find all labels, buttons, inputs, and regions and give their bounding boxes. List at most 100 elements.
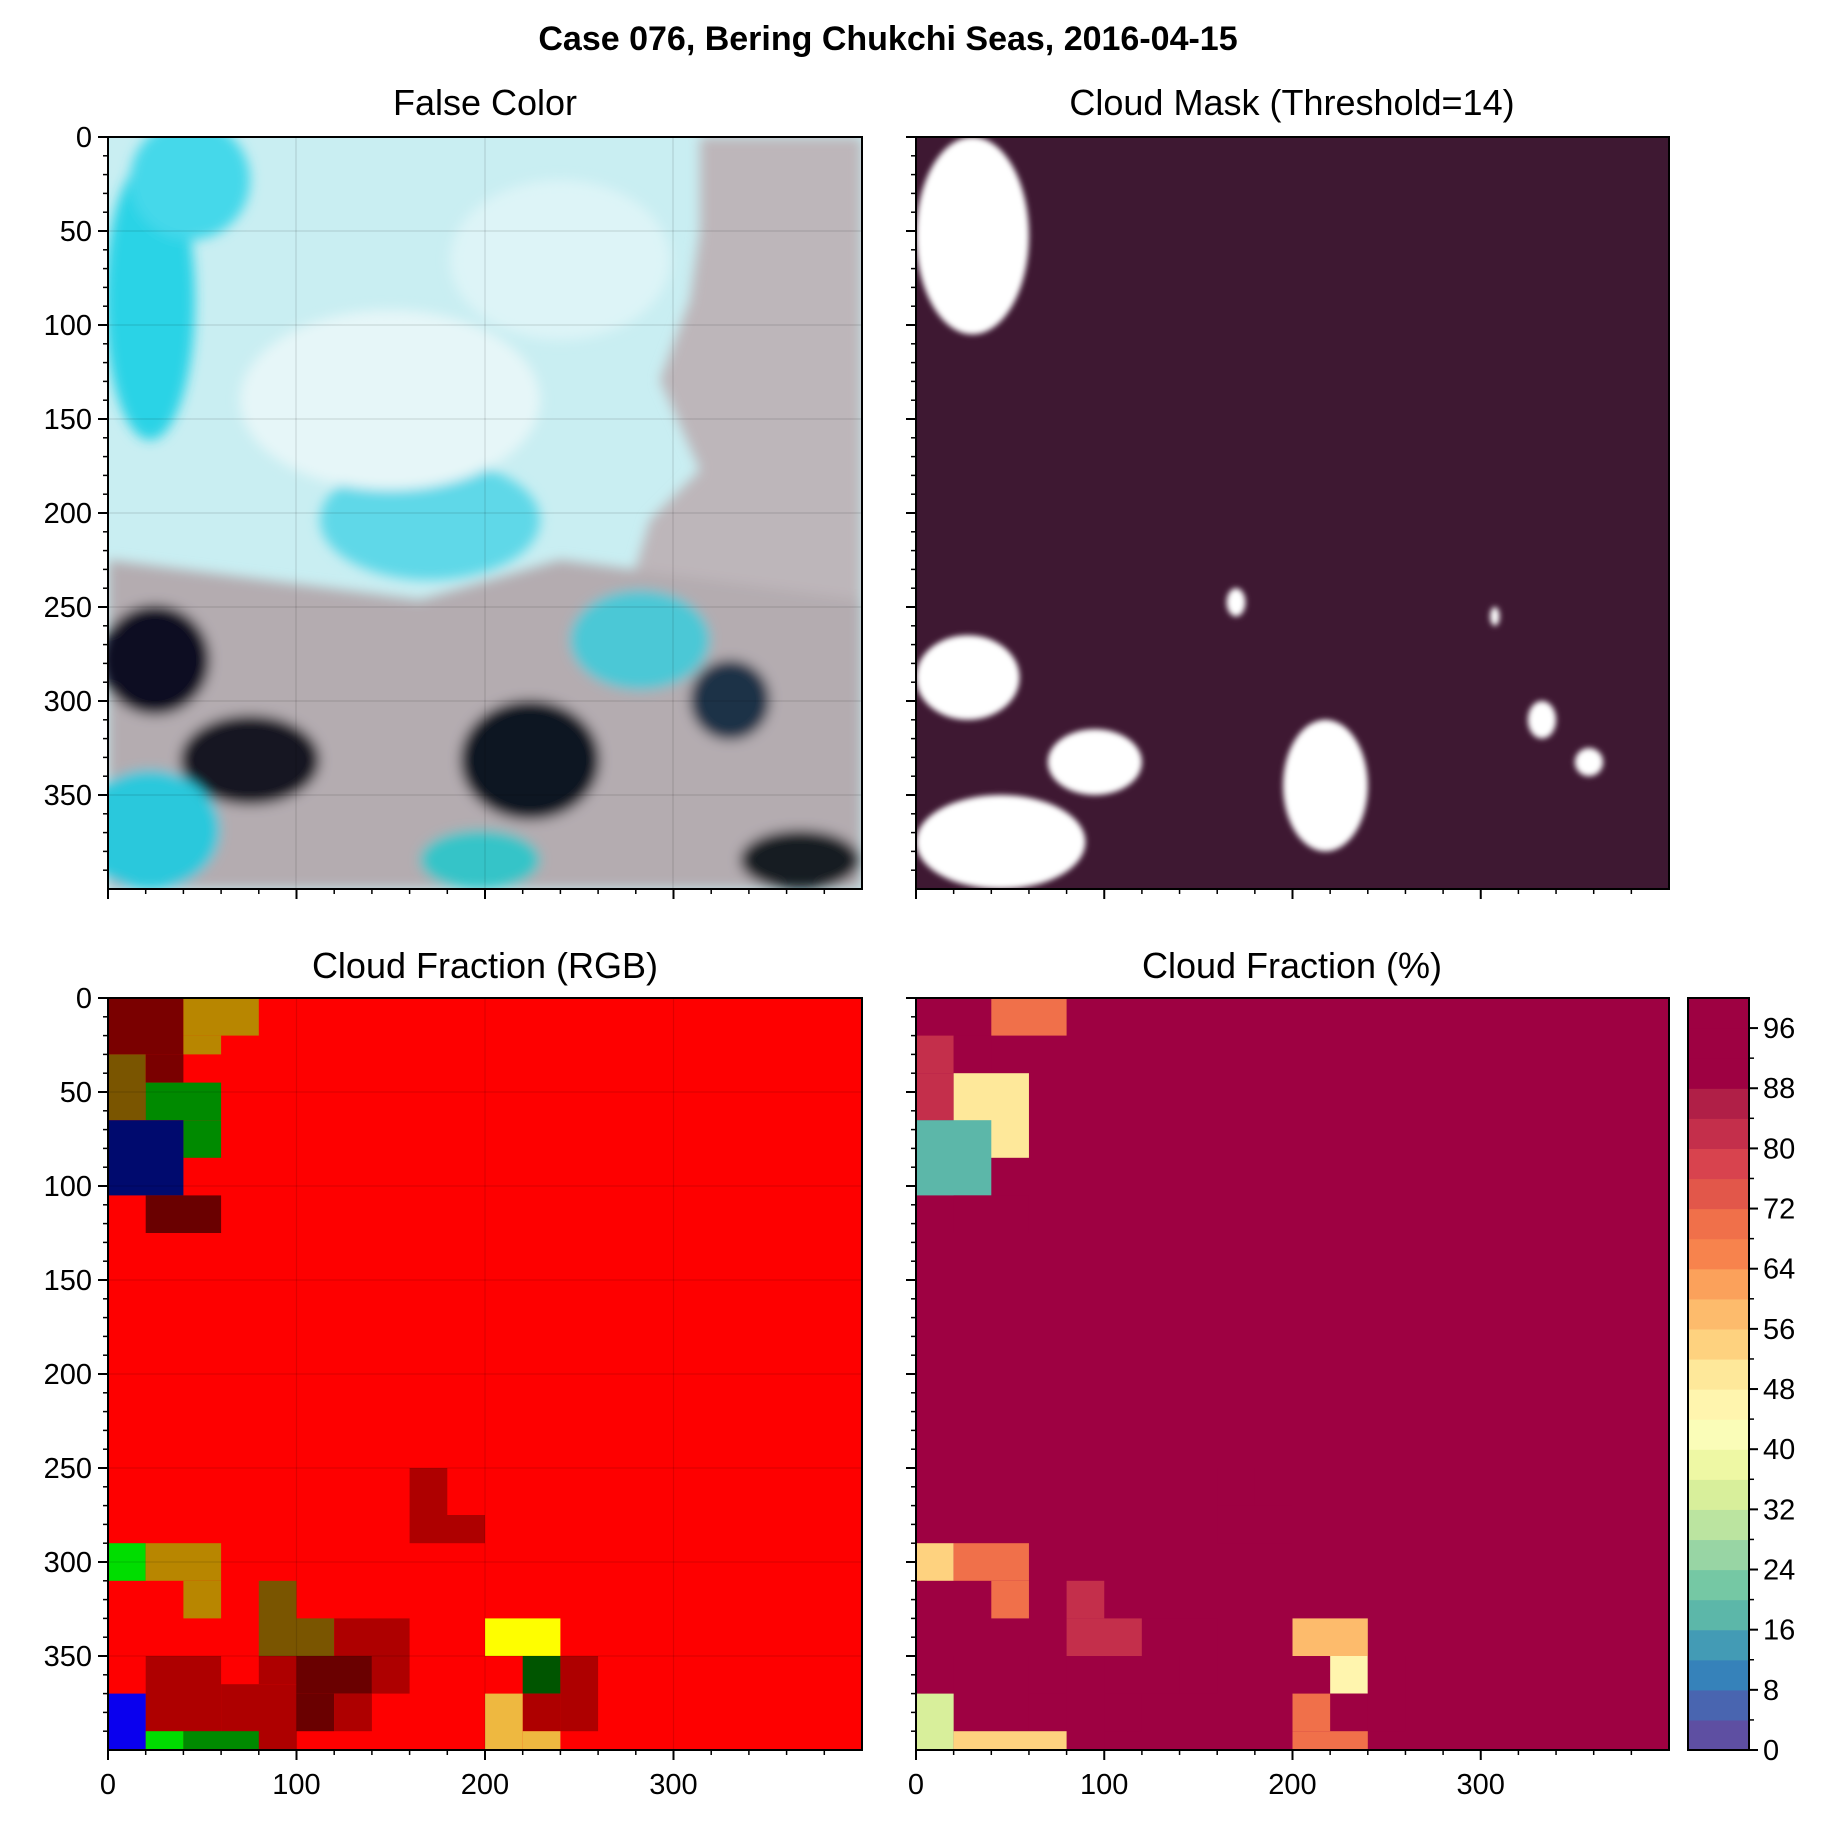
pct-cell-13 [1066, 1580, 1105, 1619]
mask-region-3 [916, 795, 1086, 889]
x-tick-label: 0 [100, 1769, 116, 1801]
panel-title-cloud-mask: Cloud Mask (Threshold=14) [1069, 82, 1514, 123]
y-tick-label: 250 [44, 1453, 92, 1485]
rgb-block-31 [145, 1731, 184, 1750]
cloud-mask-image [916, 137, 1669, 889]
colorbar-tick-label: 0 [1763, 1735, 1779, 1767]
pct-cell-9 [1217, 1505, 1293, 1544]
x-tick-label: 0 [908, 1769, 924, 1801]
rgb-block-32 [183, 1731, 259, 1750]
pct-cell-24 [1367, 1656, 1406, 1732]
mask-region-2 [1047, 729, 1142, 795]
rgb-block-28 [485, 1693, 523, 1750]
y-tick-label: 0 [76, 983, 92, 1015]
rgb-block-21 [296, 1693, 335, 1732]
colorbar-tick-label: 16 [1763, 1615, 1795, 1647]
colorbar-segment-17 [1688, 1208, 1749, 1240]
colorbar-segment-0 [1688, 1719, 1749, 1751]
y-tick-label: 50 [60, 1077, 92, 1109]
pct-cell-1 [991, 998, 1067, 1036]
pct-cell-19 [1066, 1656, 1105, 1750]
pct-cell-28 [916, 1693, 954, 1750]
y-tick-label: 250 [44, 592, 92, 624]
colorbar-segment-18 [1688, 1178, 1749, 1210]
rgb-block-0 [108, 998, 184, 1055]
mask-region-5 [1226, 588, 1246, 617]
rgb-block-7 [108, 1120, 184, 1196]
colorbar-segment-19 [1688, 1148, 1749, 1180]
pct-cell-8 [1217, 1468, 1255, 1506]
rgb-block-8 [145, 1195, 222, 1233]
pct-cell-12 [991, 1580, 1029, 1619]
mask-region-1 [916, 635, 1020, 720]
colorbar-tick-label: 64 [1763, 1254, 1795, 1286]
x-tick-label: 100 [272, 1769, 320, 1801]
mask-region-7 [1527, 701, 1557, 739]
pct-cell-18 [1028, 1693, 1067, 1732]
colorbar-tick-label: 48 [1763, 1374, 1795, 1406]
pct-cell-11 [953, 1543, 1029, 1581]
colorbar-segment-13 [1688, 1328, 1749, 1360]
colorbar-segment-12 [1688, 1358, 1749, 1390]
rgb-block-5 [145, 1082, 222, 1121]
pct-cell-20 [1104, 1656, 1180, 1694]
false-color-image [108, 137, 862, 889]
colorbar: 0 8 16 24 32 40 48 56 64 72 80 88 96 [1687, 997, 1795, 1767]
colorbar-segment-21 [1688, 1088, 1749, 1119]
y-tick-label: 300 [44, 1547, 92, 1579]
colorbar-tick-label: 80 [1763, 1133, 1795, 1165]
y-tick-label: 350 [44, 1641, 92, 1673]
mask-region-4 [1283, 719, 1368, 852]
rgb-block-22 [371, 1656, 410, 1694]
colorbar-tick-label: 56 [1763, 1314, 1795, 1346]
colorbar-segment-8 [1688, 1479, 1749, 1510]
colorbar-segment-2 [1688, 1659, 1749, 1691]
pct-cell-2 [916, 1035, 954, 1074]
y-tick-label: 150 [44, 1265, 92, 1297]
rgb-block-4 [145, 1054, 184, 1083]
rgb-block-26 [560, 1656, 599, 1732]
pct-cell-6 [916, 1120, 992, 1196]
axes: 0 50 100 150 200 250 300 350 0 50 100 150 200 250 300 3… [44, 122, 1670, 1801]
rgb-block-24 [258, 1656, 297, 1685]
rgb-block-17 [485, 1618, 561, 1656]
colorbar-segment-24 [1688, 998, 1749, 1029]
pct-cell-7 [953, 1195, 1029, 1233]
cloud-fraction-rgb-image [108, 998, 862, 1750]
y-tick-label: 50 [60, 216, 92, 248]
y-tick-label: 200 [44, 498, 92, 530]
rgb-block-23 [334, 1693, 372, 1732]
rgb-block-11 [108, 1543, 146, 1581]
x-tick-label: 200 [1268, 1769, 1316, 1801]
colorbar-segment-22 [1688, 1058, 1749, 1089]
rgb-block-9 [409, 1468, 448, 1515]
colorbar-segment-1 [1688, 1689, 1749, 1721]
rgb-block-25 [522, 1656, 561, 1694]
y-tick-label: 350 [44, 780, 92, 812]
colorbar-frame [1687, 997, 1750, 1751]
pct-cell-21 [1179, 1656, 1218, 1694]
colorbar-tick-label: 96 [1763, 1013, 1795, 1045]
panel-title-cloud-fraction-rgb: Cloud Fraction (RGB) [312, 945, 658, 986]
rgb-block-10 [409, 1515, 485, 1544]
rgb-block-20 [296, 1656, 372, 1694]
x-tick-label: 300 [1457, 1769, 1505, 1801]
pct-cell-10 [916, 1543, 954, 1581]
mask-region-8 [1574, 748, 1604, 777]
colorbar-segment-15 [1688, 1268, 1749, 1300]
x-tick-label: 200 [461, 1769, 509, 1801]
pct-cell-22 [1104, 1693, 1142, 1732]
rgb-block-3 [108, 1054, 146, 1121]
y-tick-label: 0 [76, 122, 92, 154]
pct-cell-26 [1292, 1693, 1331, 1732]
x-tick-label: 100 [1080, 1769, 1128, 1801]
colorbar-segment-9 [1688, 1449, 1749, 1480]
panel-title-cloud-fraction-pct: Cloud Fraction (%) [1142, 945, 1442, 986]
colorbar-segment-4 [1688, 1599, 1749, 1631]
rgb-block-27 [522, 1693, 561, 1732]
colorbar-segment-20 [1688, 1118, 1749, 1149]
pct-cell-23 [1330, 1656, 1368, 1694]
x-tick-label: 300 [649, 1769, 697, 1801]
mask-region-6 [1490, 607, 1500, 626]
